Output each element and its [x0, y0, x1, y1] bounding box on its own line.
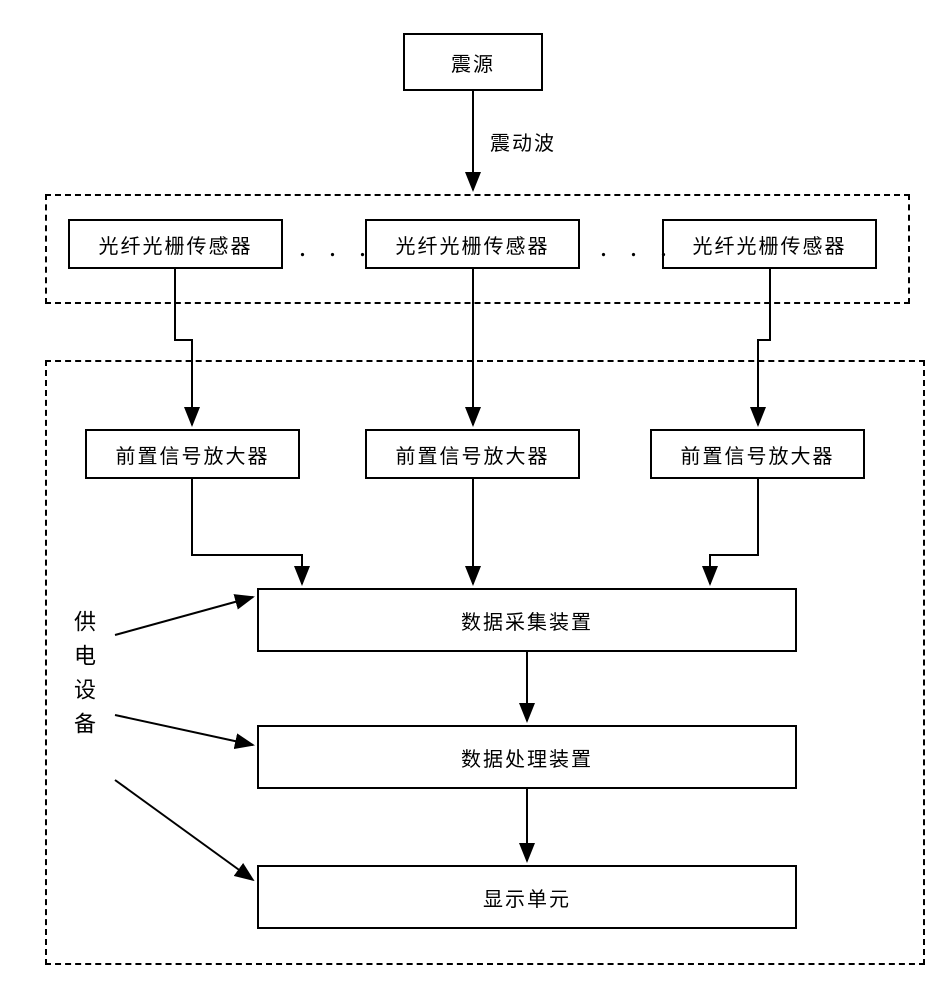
power-label: 供电设备	[67, 610, 99, 746]
amp-3: 前置信号放大器	[650, 429, 865, 479]
display-label: 显示单元	[483, 883, 571, 912]
sensor-2-label: 光纤光栅传感器	[396, 230, 550, 259]
wave-label: 震动波	[490, 127, 556, 156]
amp-2: 前置信号放大器	[365, 429, 580, 479]
sensor-3: 光纤光栅传感器	[662, 219, 877, 269]
data-proc: 数据处理装置	[257, 725, 797, 789]
sensor-3-label: 光纤光栅传感器	[693, 230, 847, 259]
sensor-2: 光纤光栅传感器	[365, 219, 580, 269]
ellipsis-1: . . .	[299, 232, 374, 264]
display-unit: 显示单元	[257, 865, 797, 929]
sensor-1: 光纤光栅传感器	[68, 219, 283, 269]
source-box: 震源	[403, 33, 543, 91]
amp-1-label: 前置信号放大器	[116, 440, 270, 469]
amp-2-label: 前置信号放大器	[396, 440, 550, 469]
sensor-1-label: 光纤光栅传感器	[99, 230, 253, 259]
amp-1: 前置信号放大器	[85, 429, 300, 479]
ellipsis-2: . . .	[600, 232, 675, 264]
data-acq: 数据采集装置	[257, 588, 797, 652]
data-acq-label: 数据采集装置	[461, 606, 593, 635]
amp-3-label: 前置信号放大器	[681, 440, 835, 469]
source-label: 震源	[451, 48, 495, 77]
data-proc-label: 数据处理装置	[461, 743, 593, 772]
